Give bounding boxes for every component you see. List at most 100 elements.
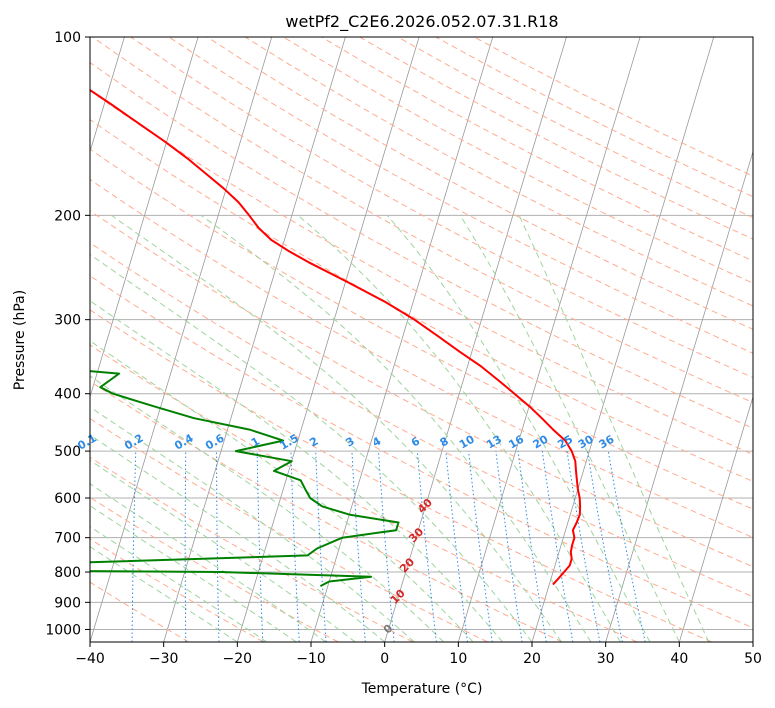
y-tick-label: 1000 <box>45 622 81 638</box>
y-tick-label: 200 <box>54 208 81 224</box>
y-tick-label: 300 <box>54 313 81 329</box>
dry-adiabat <box>90 62 753 429</box>
moist-adiabat <box>297 214 621 642</box>
chart-title: wetPf2_C2E6.2026.052.07.31.R18 <box>285 12 558 32</box>
mixing-ratio-line <box>131 451 137 642</box>
isotherm-line <box>90 37 273 642</box>
dry-adiabat <box>90 178 753 539</box>
dry-adiabat <box>90 581 190 642</box>
moist-adiabat <box>111 214 562 642</box>
moist-adiabat <box>90 375 444 642</box>
dry-adiabat <box>90 148 753 510</box>
moist-adiabat <box>90 459 356 642</box>
x-tick-label: −40 <box>75 651 105 667</box>
x-tick-label: −30 <box>149 651 179 667</box>
isotherm-line <box>678 395 753 642</box>
moist-adiabat <box>459 215 680 642</box>
y-axis-label: Pressure (hPa) <box>12 290 28 390</box>
moist-adiabat <box>90 253 533 642</box>
isotherm-line <box>605 150 753 642</box>
isotherm-line <box>384 37 567 642</box>
x-axis-label: Temperature (°C) <box>361 681 483 697</box>
y-tick-label: 100 <box>54 30 81 46</box>
dry-adiabat-label: 40 <box>415 496 435 516</box>
dry-adiabat <box>90 417 488 642</box>
x-tick-label: −10 <box>296 651 326 667</box>
temperature-profile <box>90 88 582 586</box>
dry-adiabat <box>90 456 414 642</box>
dry-adiabat <box>168 37 753 354</box>
dry-adiabat <box>206 37 753 330</box>
y-tick-label: 700 <box>54 531 81 547</box>
mixing-ratio-label: 0.6 <box>203 431 227 452</box>
mixing-ratio-line <box>495 451 523 642</box>
dry-adiabat <box>90 275 753 629</box>
y-tick-label: 500 <box>54 444 81 460</box>
mixing-ratio-label: 2 <box>307 435 320 450</box>
moist-adiabat <box>90 300 503 642</box>
isotherm-line <box>236 37 420 642</box>
moist-adiabat <box>200 214 592 642</box>
x-axis-ticks: −40 −30 −20 −10 0 10 20 30 40 50 <box>75 642 762 667</box>
mixing-ratio-line <box>541 451 574 642</box>
x-tick-label: 40 <box>670 651 688 667</box>
mixing-ratio-line <box>378 451 395 642</box>
x-tick-label: 20 <box>523 651 541 667</box>
isotherm-line <box>90 37 199 399</box>
y-tick-label: 400 <box>54 387 81 403</box>
dry-adiabat <box>90 118 753 483</box>
mixing-ratio-label: 16 <box>506 432 526 451</box>
dry-adiabat <box>130 37 753 379</box>
mixing-ratio-label: 0.2 <box>122 432 145 453</box>
mixing-ratio-label: 4 <box>370 434 383 449</box>
dry-adiabat <box>435 37 753 198</box>
moist-adiabat <box>90 340 474 642</box>
isotherm-line <box>310 37 494 642</box>
x-tick-label: 10 <box>449 651 467 667</box>
isotherm-line <box>752 640 753 642</box>
mixing-ratio-line <box>468 451 493 642</box>
dry-adiabat <box>244 37 753 307</box>
x-tick-label: 0 <box>380 651 389 667</box>
dry-adiabat <box>90 538 264 642</box>
x-tick-label: 50 <box>744 651 762 667</box>
profiles <box>90 88 582 587</box>
mixing-ratio-line <box>607 451 646 642</box>
background-lines <box>82 37 753 642</box>
dry-adiabat <box>90 90 753 456</box>
dry-adiabat-label: 10 <box>388 586 408 606</box>
dry-adiabat <box>90 309 712 642</box>
mixing-ratio-line <box>517 451 547 642</box>
moist-adiabat <box>386 214 651 642</box>
mixing-ratio-label: 6 <box>409 434 422 449</box>
mixing-ratio-label: 13 <box>484 433 504 452</box>
mixing-ratio-line <box>416 451 437 642</box>
moist-adiabat <box>90 546 238 642</box>
dry-adiabat <box>283 37 753 284</box>
mixing-ratio-label: 0.4 <box>172 431 196 452</box>
mixing-ratio-label: 20 <box>531 432 551 451</box>
dry-adiabat <box>90 496 339 642</box>
mixing-ratio-label: 30 <box>576 432 596 451</box>
mixing-ratio-label: 3 <box>344 435 357 450</box>
plot-frame <box>89 36 754 643</box>
isotherm-line <box>457 37 641 642</box>
moist-adiabat <box>90 505 297 642</box>
x-tick-label: 30 <box>597 651 615 667</box>
y-tick-label: 900 <box>54 595 81 611</box>
mixing-ratio-label: 36 <box>597 432 617 451</box>
x-tick-label: −20 <box>223 651 253 667</box>
dry-adiabat-label: 30 <box>406 525 426 545</box>
mixing-ratio-line <box>256 451 264 642</box>
mixing-ratio-line <box>587 451 623 642</box>
dry-adiabat <box>90 210 753 568</box>
mixing-ratio-line <box>82 451 89 642</box>
moist-adiabat <box>90 526 268 642</box>
y-axis-ticks: 100 200 300 400 500 600 700 800 900 1000 <box>45 30 90 638</box>
y-tick-label: 600 <box>54 491 81 507</box>
dry-adiabat <box>473 37 753 177</box>
isotherm-line <box>163 37 346 642</box>
moist-adiabat <box>518 215 710 642</box>
mixing-ratio-line <box>216 451 220 642</box>
